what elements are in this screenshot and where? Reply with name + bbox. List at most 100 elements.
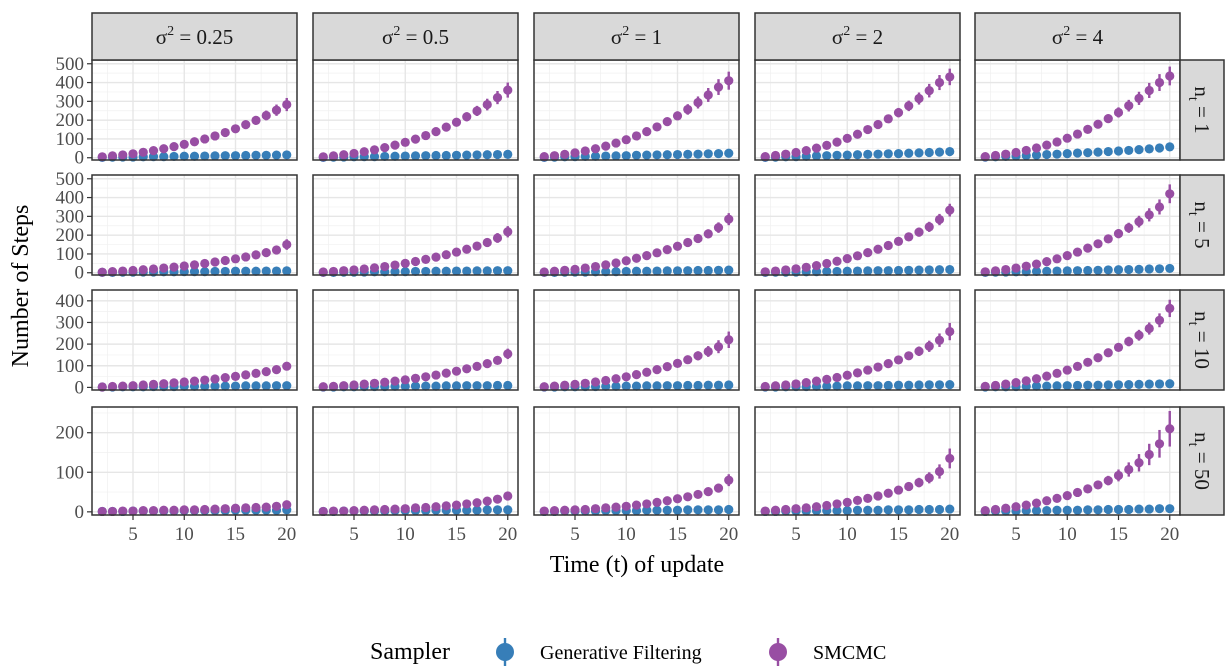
data-point xyxy=(703,265,713,276)
data-point xyxy=(580,378,590,388)
strip-background xyxy=(1179,174,1225,276)
data-point xyxy=(791,264,801,274)
data-point xyxy=(945,205,955,215)
data-point xyxy=(179,377,189,387)
data-point xyxy=(1011,263,1021,273)
data-point xyxy=(801,503,811,513)
data-point xyxy=(1124,264,1134,275)
data-point xyxy=(662,505,672,515)
data-point xyxy=(724,76,734,86)
data-point xyxy=(107,151,118,161)
panel-background xyxy=(313,407,518,515)
data-point xyxy=(883,114,893,124)
data-point xyxy=(451,117,462,127)
data-point xyxy=(904,101,914,111)
strip-label-value: = 5 xyxy=(1190,216,1214,249)
data-point xyxy=(652,381,662,391)
data-point xyxy=(832,372,842,383)
data-point xyxy=(703,487,713,497)
data-point xyxy=(914,504,924,515)
data-point xyxy=(893,355,904,365)
data-point xyxy=(1113,380,1124,390)
data-point xyxy=(873,266,883,276)
data-point xyxy=(241,150,251,161)
data-point xyxy=(703,90,713,100)
data-point xyxy=(1134,93,1144,103)
data-point xyxy=(200,504,210,515)
data-point xyxy=(934,214,945,225)
data-point xyxy=(713,380,724,390)
data-point xyxy=(590,377,601,387)
data-point xyxy=(482,237,492,248)
data-point xyxy=(832,150,842,160)
data-point xyxy=(873,505,883,515)
data-point xyxy=(1042,506,1052,516)
data-point xyxy=(349,265,359,275)
data-point xyxy=(683,266,693,276)
panel-r2-c1 xyxy=(91,174,298,277)
data-point xyxy=(492,92,503,103)
strip-label-symbol: σ xyxy=(1052,25,1063,49)
data-point xyxy=(863,493,873,503)
data-point xyxy=(642,381,652,391)
data-point xyxy=(1103,114,1113,124)
data-point xyxy=(852,266,863,276)
data-point xyxy=(210,257,220,267)
data-point xyxy=(1154,439,1165,449)
data-point xyxy=(760,381,770,392)
data-point xyxy=(431,127,441,137)
data-point xyxy=(118,506,128,516)
data-point xyxy=(590,504,601,514)
x-tick-label: 15 xyxy=(447,524,466,545)
data-point xyxy=(1031,259,1042,269)
data-point xyxy=(1134,458,1144,468)
data-point xyxy=(693,380,703,391)
data-point xyxy=(683,505,693,515)
data-point xyxy=(1062,251,1072,261)
data-point xyxy=(339,150,349,160)
data-point xyxy=(924,147,934,158)
x-tick-label: 5 xyxy=(1011,524,1021,545)
data-point xyxy=(873,119,883,130)
data-point xyxy=(832,506,842,516)
data-point xyxy=(934,265,945,275)
data-point xyxy=(631,253,642,263)
data-point xyxy=(359,264,369,274)
data-point xyxy=(410,151,421,161)
data-point xyxy=(621,381,631,391)
data-point xyxy=(462,244,472,254)
data-point xyxy=(703,380,713,390)
data-point xyxy=(652,122,662,132)
data-point xyxy=(118,150,128,160)
x-tick-label: 5 xyxy=(128,524,138,545)
data-point xyxy=(251,150,261,160)
data-point xyxy=(945,504,955,514)
strip-label-value: = 50 xyxy=(1190,447,1214,490)
data-point xyxy=(451,247,462,257)
strip-background xyxy=(1179,59,1225,161)
y-tick-label: 400 xyxy=(56,188,85,209)
data-point xyxy=(713,505,724,515)
data-point xyxy=(179,139,189,149)
series-smcmc xyxy=(318,226,513,277)
data-point xyxy=(1083,265,1093,276)
data-point xyxy=(261,150,271,160)
data-point xyxy=(601,375,611,386)
panel-background xyxy=(313,290,518,390)
data-point xyxy=(441,266,451,276)
data-point xyxy=(431,266,441,276)
data-point xyxy=(118,266,128,276)
data-point xyxy=(503,149,513,159)
series-smcmc xyxy=(539,71,734,162)
panel-background xyxy=(755,60,960,160)
panel-border xyxy=(533,289,740,391)
data-point xyxy=(601,151,611,161)
data-point xyxy=(945,146,955,157)
column-strip-5: σ2 = 4 xyxy=(974,12,1181,61)
data-point xyxy=(1011,502,1021,512)
data-point xyxy=(672,358,683,368)
data-point xyxy=(159,152,169,162)
data-point xyxy=(400,504,410,514)
data-point xyxy=(801,378,811,388)
x-tick-label: 5 xyxy=(791,524,801,545)
